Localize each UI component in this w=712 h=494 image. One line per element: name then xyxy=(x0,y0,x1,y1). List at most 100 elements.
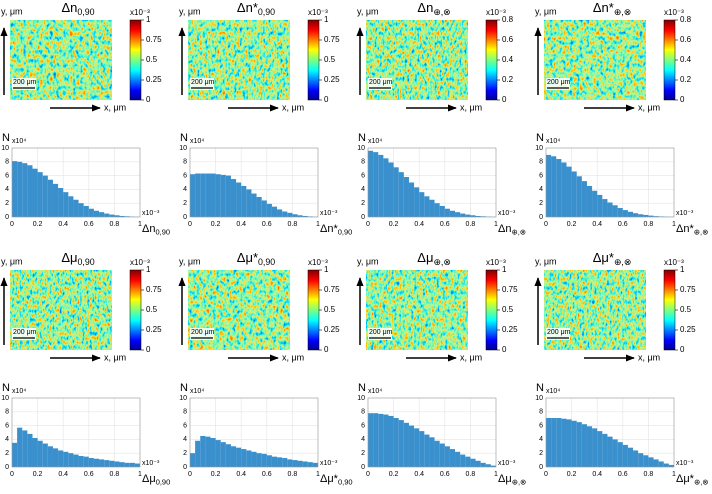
x-tick-label: 0.4 xyxy=(414,471,424,478)
bar xyxy=(622,210,628,217)
bar xyxy=(475,460,481,467)
map-title-sub: 0,90 xyxy=(77,7,94,17)
map-title: Δμ*⊕,⊗ xyxy=(593,250,631,267)
y-axis-label: N xyxy=(2,132,10,144)
colorbar xyxy=(307,269,320,351)
bar xyxy=(302,461,308,467)
x-tick-label: 1 xyxy=(316,221,320,228)
x-axis-label: Δn*0,90 xyxy=(320,223,352,236)
x-tick-label: 0.2 xyxy=(389,471,399,478)
bar xyxy=(195,440,201,467)
bar xyxy=(408,182,415,217)
bar xyxy=(88,208,94,217)
bar xyxy=(241,185,247,217)
bar xyxy=(17,427,23,467)
y-exponent: x10⁴ xyxy=(190,388,204,395)
bar xyxy=(444,446,450,467)
y-tick-label: 8 xyxy=(361,159,365,166)
y-exponent: x10⁴ xyxy=(368,388,382,395)
bar xyxy=(581,181,587,217)
map-title-main: Δμ xyxy=(417,250,433,265)
y-axis-label: N xyxy=(2,382,10,394)
y-axis-label: y, μm xyxy=(357,6,379,16)
x-tick-label: 0.8 xyxy=(466,221,476,228)
x-exponent: x10⁻³ xyxy=(320,460,338,467)
bar xyxy=(210,173,216,217)
x-tick-label: 0 xyxy=(366,471,370,478)
bar xyxy=(287,459,293,467)
bar xyxy=(378,154,384,217)
x-tick-label: 0.8 xyxy=(288,471,298,478)
x-tick-label: 0.4 xyxy=(592,471,602,478)
bar xyxy=(200,173,206,217)
bar xyxy=(383,158,389,217)
y-exponent: x10⁴ xyxy=(12,388,26,395)
colorbar xyxy=(485,269,498,351)
x-tick-label: 0 xyxy=(188,471,192,478)
plot-frame xyxy=(11,397,141,468)
bar xyxy=(561,418,567,467)
y-tick-label: 6 xyxy=(5,172,9,179)
bar xyxy=(109,214,115,217)
y-tick-label: 4 xyxy=(5,186,9,193)
bar xyxy=(47,446,53,467)
x-axis-label-sub: 0,90 xyxy=(338,477,353,486)
colorbar-tick-label: 0.75 xyxy=(146,285,162,294)
x-axis-label-sub: ⊕,⊗ xyxy=(511,227,526,236)
bar xyxy=(388,162,394,217)
bar xyxy=(215,174,221,217)
y-axis-label: y, μm xyxy=(1,6,23,16)
bar xyxy=(261,200,267,217)
x-axis-label-sub: ⊕,⊗ xyxy=(512,477,527,486)
x-axis-label: x, μm xyxy=(282,352,304,362)
y-tick-label: 10 xyxy=(357,145,365,152)
y-exponent: x10⁴ xyxy=(546,388,560,395)
bar xyxy=(119,215,125,217)
x-axis-label: x, μm xyxy=(460,102,482,112)
y-tick-label: 10 xyxy=(535,145,543,152)
map-title-sub: ⊕,⊗ xyxy=(614,7,631,17)
bar xyxy=(251,193,257,217)
colorbar-tick-label: 0 xyxy=(680,95,685,104)
colorbar-tick-label: 0 xyxy=(324,345,329,354)
colorbar xyxy=(129,19,142,101)
bar xyxy=(571,420,577,467)
bar xyxy=(566,419,572,467)
colorbar-tick-label: 0 xyxy=(324,95,329,104)
scale-bar-label: 200 μm xyxy=(547,79,571,86)
bar xyxy=(434,203,440,217)
x-axis-label-sub: 0,90 xyxy=(338,227,353,236)
bar xyxy=(643,214,649,217)
scale-bar-label: 200 μm xyxy=(547,329,571,336)
bar xyxy=(663,463,669,467)
bar xyxy=(83,456,89,467)
bar xyxy=(414,187,420,217)
bar xyxy=(617,442,623,467)
bar xyxy=(653,216,659,217)
y-tick-label: 10 xyxy=(535,395,543,402)
x-exponent: x10⁻³ xyxy=(498,460,516,467)
colorbar-exponent: x10⁻³ xyxy=(486,8,506,17)
bar xyxy=(42,175,48,217)
plot-frame xyxy=(367,397,497,468)
bar xyxy=(444,208,450,217)
bar xyxy=(236,182,242,217)
colorbar-tick-label: 0.8 xyxy=(502,15,514,24)
bar xyxy=(586,426,593,467)
bar xyxy=(617,208,623,217)
bar xyxy=(480,216,486,217)
x-tick-label: 0.6 xyxy=(618,221,628,228)
colorbar-tick-label: 0.2 xyxy=(680,75,692,84)
bar xyxy=(225,444,231,467)
bar xyxy=(424,196,430,217)
bar xyxy=(633,213,639,217)
bar xyxy=(37,440,43,467)
bar xyxy=(58,188,64,217)
x-tick-label: 0 xyxy=(10,221,14,228)
colorbar-exponent: x10⁻³ xyxy=(308,8,328,17)
bar xyxy=(256,453,262,467)
y-axis-label: N xyxy=(536,382,544,394)
map-title: Δμ0,90 xyxy=(61,250,94,267)
bar xyxy=(292,460,298,467)
y-axis-label: y, μm xyxy=(535,256,557,266)
